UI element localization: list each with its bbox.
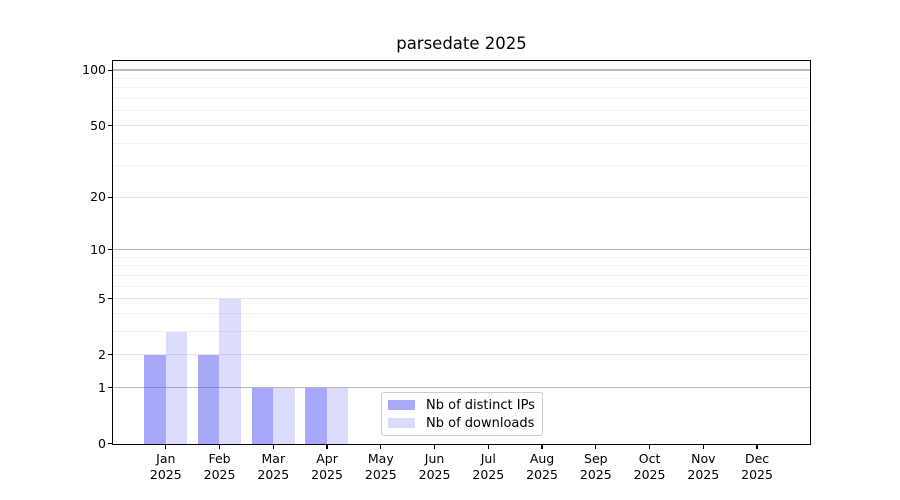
gridline-minor-40 <box>113 142 810 144</box>
x-tick-label-oct: Oct 2025 <box>633 451 666 482</box>
x-tick-label-nov: Nov 2025 <box>687 451 720 482</box>
y-tick-50 <box>108 124 112 127</box>
gridline-minor-30 <box>113 165 810 167</box>
gridline-minor-80 <box>113 87 810 89</box>
x-tick-label-dec: Dec 2025 <box>741 451 773 482</box>
legend-entry-distinct-ips: Nb of distinct IPs <box>388 398 542 413</box>
legend-entry-downloads: Nb of downloads <box>388 416 542 431</box>
gridline-minor-70 <box>113 98 810 100</box>
y-tick-5 <box>108 298 112 300</box>
bar-nb-of-distinct-ips-mar <box>251 387 274 444</box>
gridline-major-10 <box>113 248 810 251</box>
legend-label-downloads: Nb of downloads <box>426 415 535 431</box>
bar-nb-of-downloads-mar <box>273 387 295 444</box>
bar-nb-of-distinct-ips-apr <box>305 387 327 444</box>
y-tick-20 <box>108 196 112 198</box>
x-tick-label-jan: Jan 2025 <box>149 451 182 482</box>
x-tick-may <box>380 445 382 449</box>
gridline-minor-4 <box>113 312 810 314</box>
gridline-minor-60 <box>113 110 810 112</box>
gridline-minor-6 <box>113 285 810 287</box>
plot-area <box>112 60 811 445</box>
gridline-major-100 <box>113 69 810 71</box>
x-tick-mar <box>272 445 274 449</box>
legend-label-distinct-ips: Nb of distinct IPs <box>426 397 535 413</box>
legend: Nb of distinct IPs Nb of downloads <box>381 392 543 436</box>
x-tick-oct <box>648 445 651 449</box>
y-tick-label-1: 1 <box>98 379 106 395</box>
gridline-major-1 <box>113 386 810 389</box>
gridline-minor-3 <box>113 330 810 332</box>
gridline-major-50 <box>113 124 810 126</box>
y-tick-label-10: 10 <box>90 241 106 257</box>
y-tick-label-50: 50 <box>90 117 106 133</box>
y-tick-100 <box>108 69 112 71</box>
bar-nb-of-distinct-ips-jan <box>144 355 166 444</box>
y-tick-1 <box>108 387 112 389</box>
bar-nb-of-downloads-feb <box>219 299 241 444</box>
bar-nb-of-downloads-apr <box>326 387 349 444</box>
gridline-minor-7 <box>113 274 810 276</box>
gridline-minor-90 <box>113 78 810 80</box>
y-tick-2 <box>108 354 112 356</box>
y-tick-10 <box>108 249 112 251</box>
x-tick-label-mar: Mar 2025 <box>257 451 290 482</box>
gridline-major-5 <box>113 297 810 299</box>
legend-swatch-downloads <box>388 418 415 428</box>
x-tick-label-aug: Aug 2025 <box>526 451 558 482</box>
gridline-major-2 <box>113 354 810 356</box>
x-tick-jun <box>433 445 436 449</box>
y-tick-label-5: 5 <box>98 290 106 306</box>
y-tick-label-2: 2 <box>98 346 106 362</box>
x-tick-dec <box>756 445 758 449</box>
x-tick-aug <box>541 445 543 449</box>
y-tick-0 <box>108 443 112 445</box>
y-tick-label-20: 20 <box>90 189 106 205</box>
legend-swatch-distinct-ips <box>388 400 415 410</box>
y-tick-label-100: 100 <box>82 62 106 78</box>
x-tick-label-jun: Jun 2025 <box>418 451 451 482</box>
y-tick-label-0: 0 <box>98 435 106 451</box>
x-tick-apr <box>326 445 328 449</box>
plot-inner <box>113 61 810 444</box>
x-tick-sep <box>595 445 597 449</box>
bar-nb-of-distinct-ips-feb <box>197 355 220 444</box>
x-tick-label-jul: Jul 2025 <box>472 451 505 482</box>
x-tick-feb <box>218 445 221 449</box>
x-tick-label-sep: Sep 2025 <box>579 451 612 482</box>
x-tick-label-feb: Feb 2025 <box>203 451 236 482</box>
bar-nb-of-downloads-jan <box>165 331 188 444</box>
gridline-minor-9 <box>113 256 810 258</box>
x-tick-jul <box>487 445 489 449</box>
x-tick-nov <box>702 445 704 449</box>
x-tick-label-apr: Apr 2025 <box>311 451 343 482</box>
gridline-major-20 <box>113 196 810 198</box>
x-tick-label-may: May 2025 <box>364 451 397 482</box>
chart-title: parsedate 2025 <box>396 34 527 53</box>
x-tick-jan <box>165 445 167 449</box>
gridline-minor-8 <box>113 265 810 267</box>
